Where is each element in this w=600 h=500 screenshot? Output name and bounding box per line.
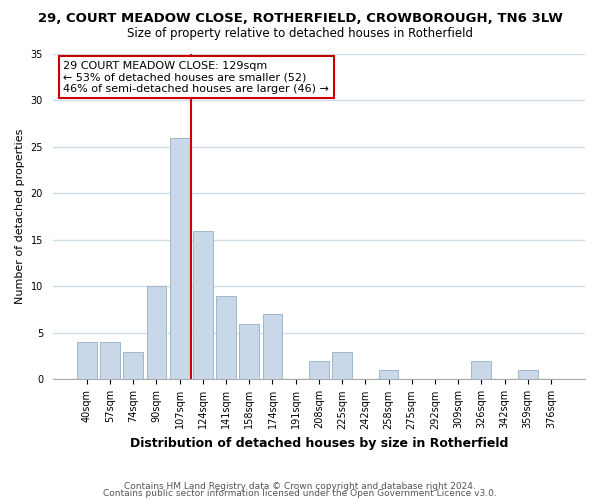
Bar: [193, 230, 213, 380]
X-axis label: Distribution of detached houses by size in Rotherfield: Distribution of detached houses by size …: [130, 437, 508, 450]
Text: Size of property relative to detached houses in Rotherfield: Size of property relative to detached ho…: [127, 28, 473, 40]
Bar: [309, 361, 329, 380]
Bar: [472, 361, 491, 380]
Text: 29, COURT MEADOW CLOSE, ROTHERFIELD, CROWBOROUGH, TN6 3LW: 29, COURT MEADOW CLOSE, ROTHERFIELD, CRO…: [38, 12, 562, 26]
Bar: [100, 342, 120, 380]
Bar: [216, 296, 236, 380]
Bar: [239, 324, 259, 380]
Bar: [124, 352, 143, 380]
Bar: [332, 352, 352, 380]
Bar: [146, 286, 166, 380]
Bar: [518, 370, 538, 380]
Text: 29 COURT MEADOW CLOSE: 129sqm
← 53% of detached houses are smaller (52)
46% of s: 29 COURT MEADOW CLOSE: 129sqm ← 53% of d…: [64, 60, 329, 94]
Bar: [77, 342, 97, 380]
Bar: [170, 138, 190, 380]
Text: Contains HM Land Registry data © Crown copyright and database right 2024.: Contains HM Land Registry data © Crown c…: [124, 482, 476, 491]
Bar: [263, 314, 283, 380]
Text: Contains public sector information licensed under the Open Government Licence v3: Contains public sector information licen…: [103, 490, 497, 498]
Y-axis label: Number of detached properties: Number of detached properties: [15, 129, 25, 304]
Bar: [379, 370, 398, 380]
